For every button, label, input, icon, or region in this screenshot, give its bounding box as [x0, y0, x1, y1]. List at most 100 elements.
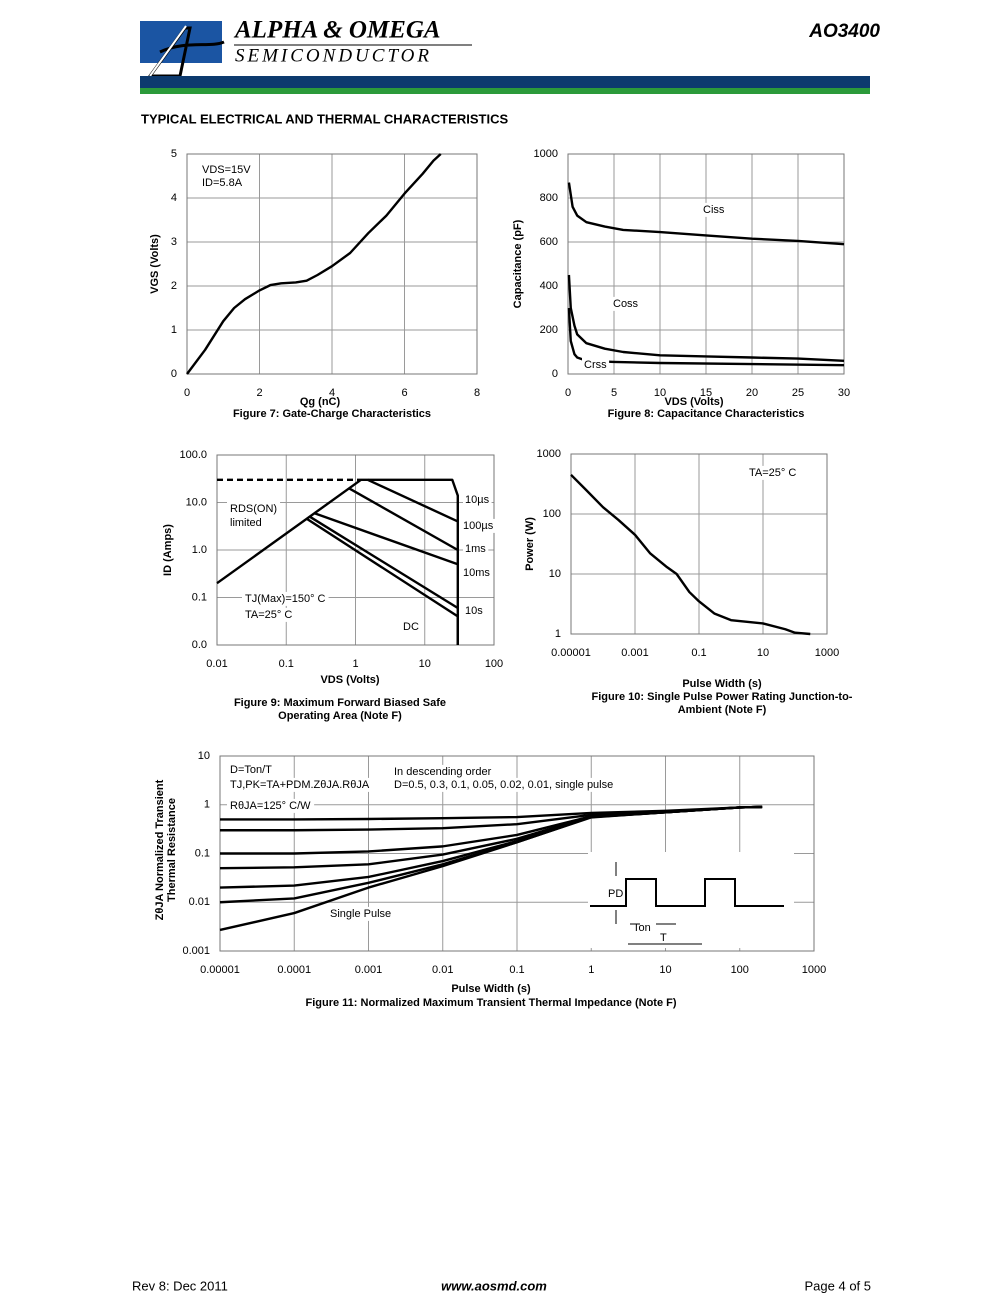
y-tick-label: 0.01 [189, 896, 210, 908]
series-label: Coss [613, 298, 639, 310]
annotation-background [227, 501, 281, 516]
annotation-background [746, 465, 800, 480]
x-axis-label: VDS (Volts) [320, 674, 379, 686]
y-tick-label: 200 [540, 324, 558, 336]
y-tick-label: 0 [552, 368, 558, 380]
series-label: DC [403, 621, 419, 633]
x-tick-label: 1000 [815, 647, 839, 659]
inset-background [588, 852, 794, 948]
series-line [567, 274, 845, 362]
figure-title: Operating Area (Note F) [278, 710, 402, 722]
x-axis-label: Pulse Width (s) [682, 678, 762, 690]
x-tick-label: 5 [611, 387, 617, 399]
annotation-background [199, 175, 246, 190]
y-axis-label: ZθJA Normalized Transient [154, 779, 166, 920]
annotation: ID=5.8A [202, 177, 243, 189]
annotation-background [227, 515, 265, 530]
y-tick-label: 2 [171, 280, 177, 292]
plot-frame [570, 453, 828, 635]
series-label-background [701, 202, 727, 217]
plot-frame [216, 454, 495, 646]
annotation-background [227, 777, 373, 792]
series-label-background [463, 541, 489, 556]
x-tick-label: 0.1 [279, 658, 294, 670]
annotation-background [227, 762, 276, 777]
figure-title: Figure 10: Single Pulse Power Rating Jun… [592, 691, 853, 703]
y-tick-label: 10 [549, 568, 561, 580]
series-label-background [461, 518, 496, 533]
x-tick-label: 15 [700, 387, 712, 399]
x-axis-label: Pulse Width (s) [451, 983, 531, 995]
x-tick-label: 1 [352, 658, 358, 670]
y-tick-label: 400 [540, 280, 558, 292]
x-axis-label: VDS (Volts) [664, 396, 723, 408]
y-tick-label: 800 [540, 192, 558, 204]
y-tick-label: 1 [171, 324, 177, 336]
y-axis-label: ID (Amps) [162, 524, 174, 576]
y-tick-label: 5 [171, 148, 177, 160]
annotation: D=0.5, 0.3, 0.1, 0.05, 0.02, 0.01, singl… [394, 779, 613, 791]
series-label: 1ms [465, 543, 486, 555]
series-label-background [463, 492, 492, 507]
x-tick-label: 0.1 [509, 964, 524, 976]
figure-title: Figure 11: Normalized Maximum Transient … [305, 997, 676, 1009]
x-tick-label: 20 [746, 387, 758, 399]
annotation-background [391, 777, 617, 792]
x-tick-label: 6 [401, 387, 407, 399]
annotation: TA=25° C [245, 609, 292, 621]
series-label-background [328, 906, 394, 921]
series-line [313, 511, 459, 566]
inset-label: PD [608, 888, 623, 900]
series-line [216, 478, 362, 585]
y-axis-label: Capacitance (pF) [512, 219, 524, 308]
series-label-background [611, 296, 641, 311]
y-tick-label: 0.001 [182, 945, 210, 957]
y-tick-label: 1 [555, 628, 561, 640]
section-title: TYPICAL ELECTRICAL AND THERMAL CHARACTER… [141, 111, 508, 126]
series-label: 10µs [465, 494, 490, 506]
annotation: TA=25° C [749, 467, 796, 479]
logo-box [140, 21, 222, 63]
x-tick-label: 0.001 [621, 647, 649, 659]
annotation-background [242, 607, 296, 622]
annotation: D=Ton/T [230, 764, 272, 776]
company-name: ALPHA & OMEGA [233, 17, 441, 44]
x-tick-label: 0.00001 [200, 964, 240, 976]
y-tick-label: 3 [171, 236, 177, 248]
figure-title: Figure 7: Gate-Charge Characteristics [233, 408, 431, 420]
y-axis-label: VGS (Volts) [149, 234, 161, 294]
plot-frame [186, 153, 478, 375]
x-axis-label: Qg (nC) [300, 396, 341, 408]
y-tick-label: 100.0 [179, 449, 207, 461]
series-line [367, 478, 459, 523]
annotation: RθJA=125° C/W [230, 800, 311, 812]
series-label-background [582, 357, 610, 372]
annotation-background [227, 798, 315, 813]
x-tick-label: 0.001 [355, 964, 383, 976]
series-label: Single Pulse [330, 908, 391, 920]
x-tick-label: 0 [184, 387, 190, 399]
x-tick-label: 100 [731, 964, 749, 976]
series-label-background [463, 603, 486, 618]
x-tick-label: 0.1 [691, 647, 706, 659]
inset-label: Ton [633, 922, 651, 934]
y-tick-label: 1 [204, 799, 210, 811]
header-bar-green [140, 88, 870, 94]
x-tick-label: 0.0001 [277, 964, 311, 976]
x-tick-label: 0.01 [206, 658, 227, 670]
annotation-background [199, 162, 255, 177]
y-tick-label: 1000 [537, 448, 561, 460]
annotation-background [242, 591, 329, 606]
footer-revision: Rev 8: Dec 2011 [132, 1278, 228, 1293]
y-tick-label: 0.0 [192, 639, 207, 651]
x-tick-label: 25 [792, 387, 804, 399]
inset-arrows [615, 862, 702, 945]
x-tick-label: 0.00001 [551, 647, 591, 659]
series-label-background [401, 619, 421, 634]
annotation: limited [230, 517, 262, 529]
y-tick-label: 1.0 [192, 544, 207, 556]
y-tick-label: 10 [198, 750, 210, 762]
y-tick-label: 4 [171, 192, 177, 204]
footer-website: www.aosmd.com [441, 1278, 547, 1293]
